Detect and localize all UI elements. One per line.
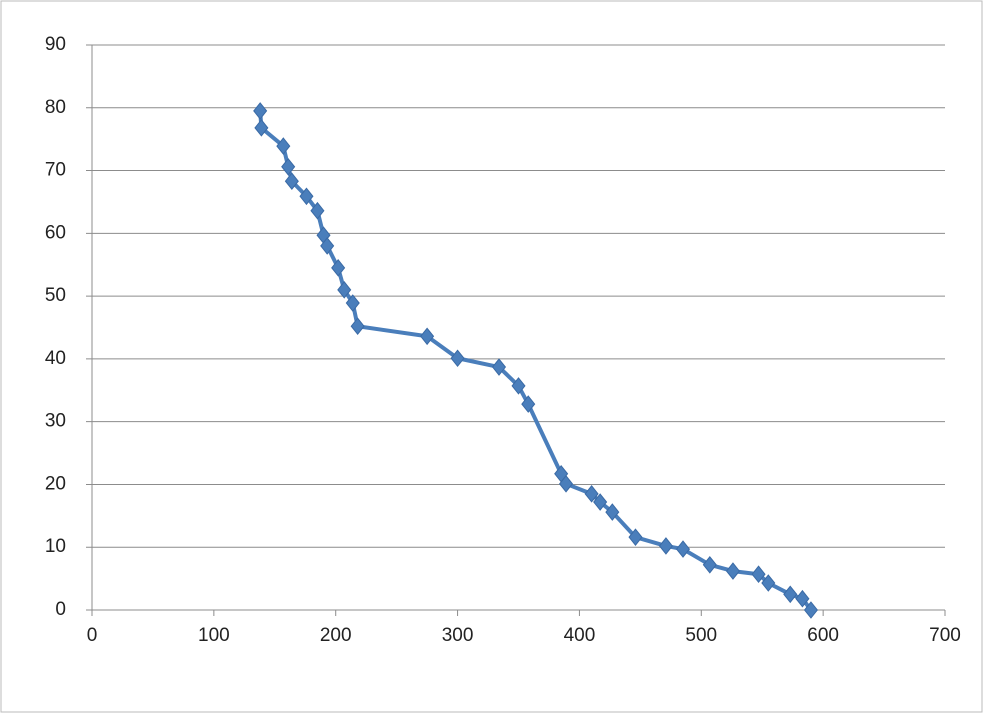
y-tick-label: 20 (45, 473, 66, 494)
y-tick-label: 40 (45, 348, 66, 369)
y-tick-label: 80 (45, 97, 66, 118)
y-tick-label: 90 (45, 34, 66, 55)
chart: 0 10 20 30 40 50 60 70 80 90 0 100 200 300 400 500 600 70… (0, 0, 983, 713)
y-tick-label: 50 (45, 285, 66, 306)
y-tick-label: 10 (45, 536, 66, 557)
x-tick-label: 300 (442, 625, 474, 646)
y-tick-label: 60 (45, 222, 66, 243)
x-tick-label: 100 (198, 625, 230, 646)
x-tick-label: 500 (685, 625, 717, 646)
y-tick-label: 0 (55, 599, 66, 620)
x-tick-label: 600 (807, 625, 839, 646)
x-tick-label: 700 (929, 625, 961, 646)
y-tick-label: 30 (45, 411, 66, 432)
x-tick-label: 400 (564, 625, 596, 646)
x-tick-label: 0 (87, 625, 98, 646)
x-tick-label: 200 (320, 625, 352, 646)
y-tick-label: 70 (45, 160, 66, 181)
